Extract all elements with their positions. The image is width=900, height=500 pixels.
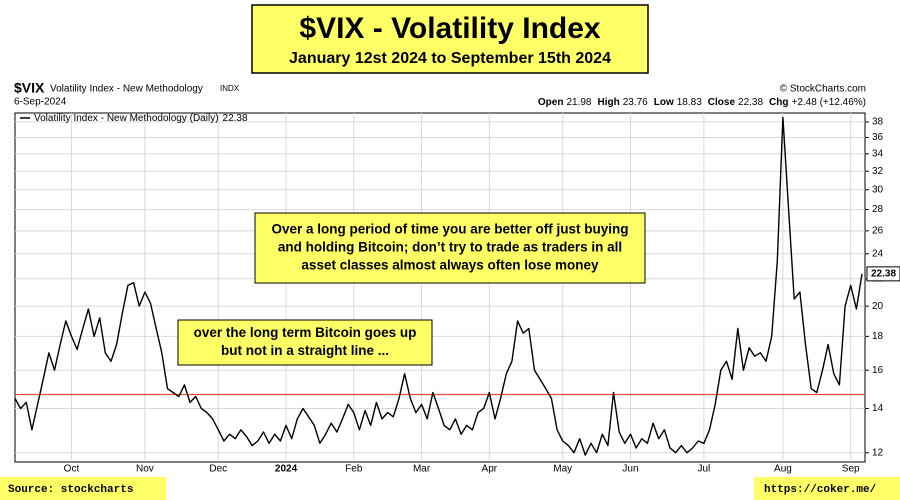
legend-entry: Volatility Index - New Methodology (Dail…	[34, 113, 248, 124]
y-tick-label: 16	[872, 365, 884, 376]
source-box	[0, 477, 166, 500]
x-tick-label: Jul	[697, 464, 710, 475]
x-tick-label: May	[553, 464, 572, 475]
y-tick-label: 20	[872, 301, 884, 312]
annotation-text: over the long term Bitcoin goes up	[194, 325, 417, 340]
quote: Open 21.98 High 23.76 Low 18.83 Close 22.38 Chg +…	[538, 97, 866, 108]
x-tick-label: Nov	[136, 464, 154, 475]
y-tick-label: 38	[872, 117, 884, 128]
symbol: $VIX	[14, 80, 45, 96]
last-value-label: 22.38	[871, 269, 896, 280]
quote-value: 21.98	[566, 97, 591, 108]
x-tick-label: Oct	[64, 464, 80, 475]
x-tick-label: Mar	[413, 464, 431, 475]
title-box	[251, 4, 649, 74]
annotation-text: but not in a straight line ...	[221, 343, 389, 358]
x-tick-label: Apr	[482, 464, 498, 475]
last-value-box	[866, 266, 900, 282]
x-tick-label: Jun	[622, 464, 638, 475]
y-tick-label: 26	[872, 225, 884, 236]
y-tick-label: 36	[872, 132, 884, 143]
y-tick-label: 28	[872, 204, 884, 215]
quote-label: Close	[708, 97, 736, 108]
date: 6-Sep-2024	[14, 97, 67, 108]
chart-subtitle: January 12st 2024 to September 15th 2024	[289, 50, 611, 67]
y-tick-label: 18	[872, 331, 884, 342]
quote-value: 18.83	[677, 97, 702, 108]
quote-value: +2.48 (+12.46%)	[792, 97, 867, 108]
credit: © StockCharts.com	[780, 84, 866, 95]
y-tick-label: 14	[872, 403, 884, 414]
annotation-box	[177, 319, 433, 366]
chart-title: $VIX - Volatility Index	[299, 12, 601, 45]
x-tick-label: Sep	[842, 464, 860, 475]
x-tick-label: Feb	[345, 464, 363, 475]
y-tick-label: 30	[872, 184, 884, 195]
quote-value: 22.38	[738, 97, 763, 108]
symbol-name: Volatility Index - New Methodology	[50, 84, 203, 95]
quote-label: Chg	[769, 97, 788, 108]
series-line	[14, 116, 863, 456]
url-box	[754, 477, 900, 500]
annotation-box	[254, 212, 646, 284]
plot-frame	[14, 112, 866, 463]
y-tick-label: 24	[872, 248, 884, 259]
x-tick-label: Dec	[209, 464, 227, 475]
x-tick-label: Aug	[774, 464, 792, 475]
url: https://coker.me/	[764, 484, 877, 496]
y-tick-label: 32	[872, 166, 884, 177]
quote-value: 23.76	[623, 97, 648, 108]
quote-label: Low	[654, 97, 674, 108]
y-tick-label: 12	[872, 447, 884, 458]
legend-value: 22.38	[223, 113, 248, 124]
y-tick-label: 34	[872, 148, 884, 159]
quote-label: Open	[538, 97, 564, 108]
quote-label: High	[598, 97, 620, 108]
legend-name: Volatility Index - New Methodology (Dail…	[34, 113, 219, 124]
annotation-text: asset classes almost always often lose m…	[301, 258, 599, 273]
annotation-text: and holding Bitcoin; don’t try to trade …	[278, 240, 622, 255]
x-tick-label: 2024	[275, 464, 298, 475]
source: Source: stockcharts	[8, 484, 133, 496]
annotation-text: Over a long period of time you are bette…	[271, 222, 628, 237]
exchange: INDX	[220, 84, 240, 93]
